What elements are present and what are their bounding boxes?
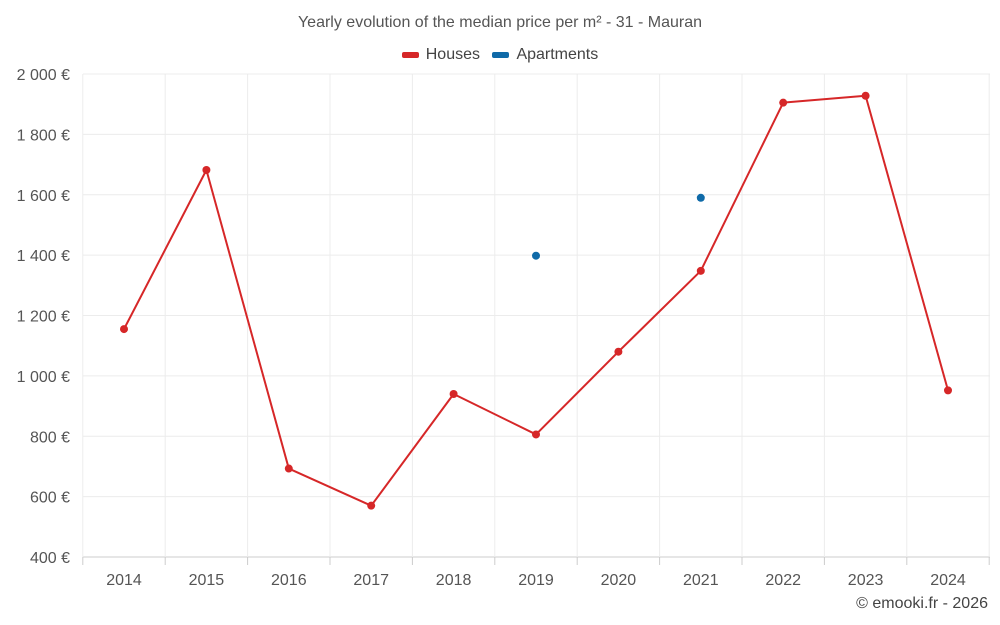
data-point-apartments — [532, 251, 540, 260]
credit-text: © emooki.fr - 2026 — [856, 595, 988, 612]
y-tick-label: 1 400 € — [17, 248, 70, 265]
x-tick-label: 2021 — [683, 572, 719, 589]
data-point-houses — [120, 325, 128, 334]
y-tick-label: 1 000 € — [17, 369, 70, 386]
x-tick-label: 2016 — [271, 572, 307, 589]
data-point-houses — [202, 165, 211, 174]
y-tick-label: 600 € — [30, 490, 70, 507]
data-point-apartments — [696, 193, 705, 202]
data-point-houses — [532, 430, 540, 439]
x-tick-label: 2018 — [436, 572, 472, 589]
data-point-houses — [284, 464, 293, 473]
data-point-houses — [861, 91, 870, 100]
data-point-houses — [944, 386, 952, 395]
x-tick-label: 2019 — [518, 572, 554, 589]
y-tick-label: 1 600 € — [17, 188, 70, 205]
data-point-houses — [779, 98, 788, 107]
x-tick-label: 2017 — [353, 572, 389, 589]
chart-title: Yearly evolution of the median price per… — [297, 14, 703, 31]
data-point-houses — [696, 266, 705, 275]
legend-label-houses: Houses — [425, 46, 480, 63]
legend: Houses Apartments — [0, 45, 1000, 64]
legend-swatch-houses — [401, 52, 419, 58]
data-point-houses — [449, 389, 458, 398]
legend-label-apartments: Apartments — [516, 46, 599, 63]
y-tick-label: 1 200 € — [17, 309, 70, 326]
data-point-houses — [367, 501, 376, 510]
y-tick-label: 800 € — [30, 429, 70, 446]
y-tick-label: 2 000 € — [17, 67, 70, 84]
x-tick-label: 2022 — [765, 572, 801, 589]
x-tick-label: 2014 — [106, 572, 142, 589]
y-tick-label: 400 € — [30, 550, 70, 567]
legend-item-houses[interactable]: Houses — [401, 46, 480, 64]
legend-swatch-apartments — [492, 52, 510, 58]
x-tick-label: 2020 — [601, 572, 637, 589]
data-point-houses — [614, 347, 623, 356]
x-tick-label: 2024 — [930, 572, 966, 589]
x-tick-label: 2023 — [848, 572, 884, 589]
y-tick-label: 1 800 € — [17, 127, 70, 144]
x-tick-label: 2015 — [189, 572, 225, 589]
legend-item-apartments[interactable]: Apartments — [492, 46, 598, 64]
